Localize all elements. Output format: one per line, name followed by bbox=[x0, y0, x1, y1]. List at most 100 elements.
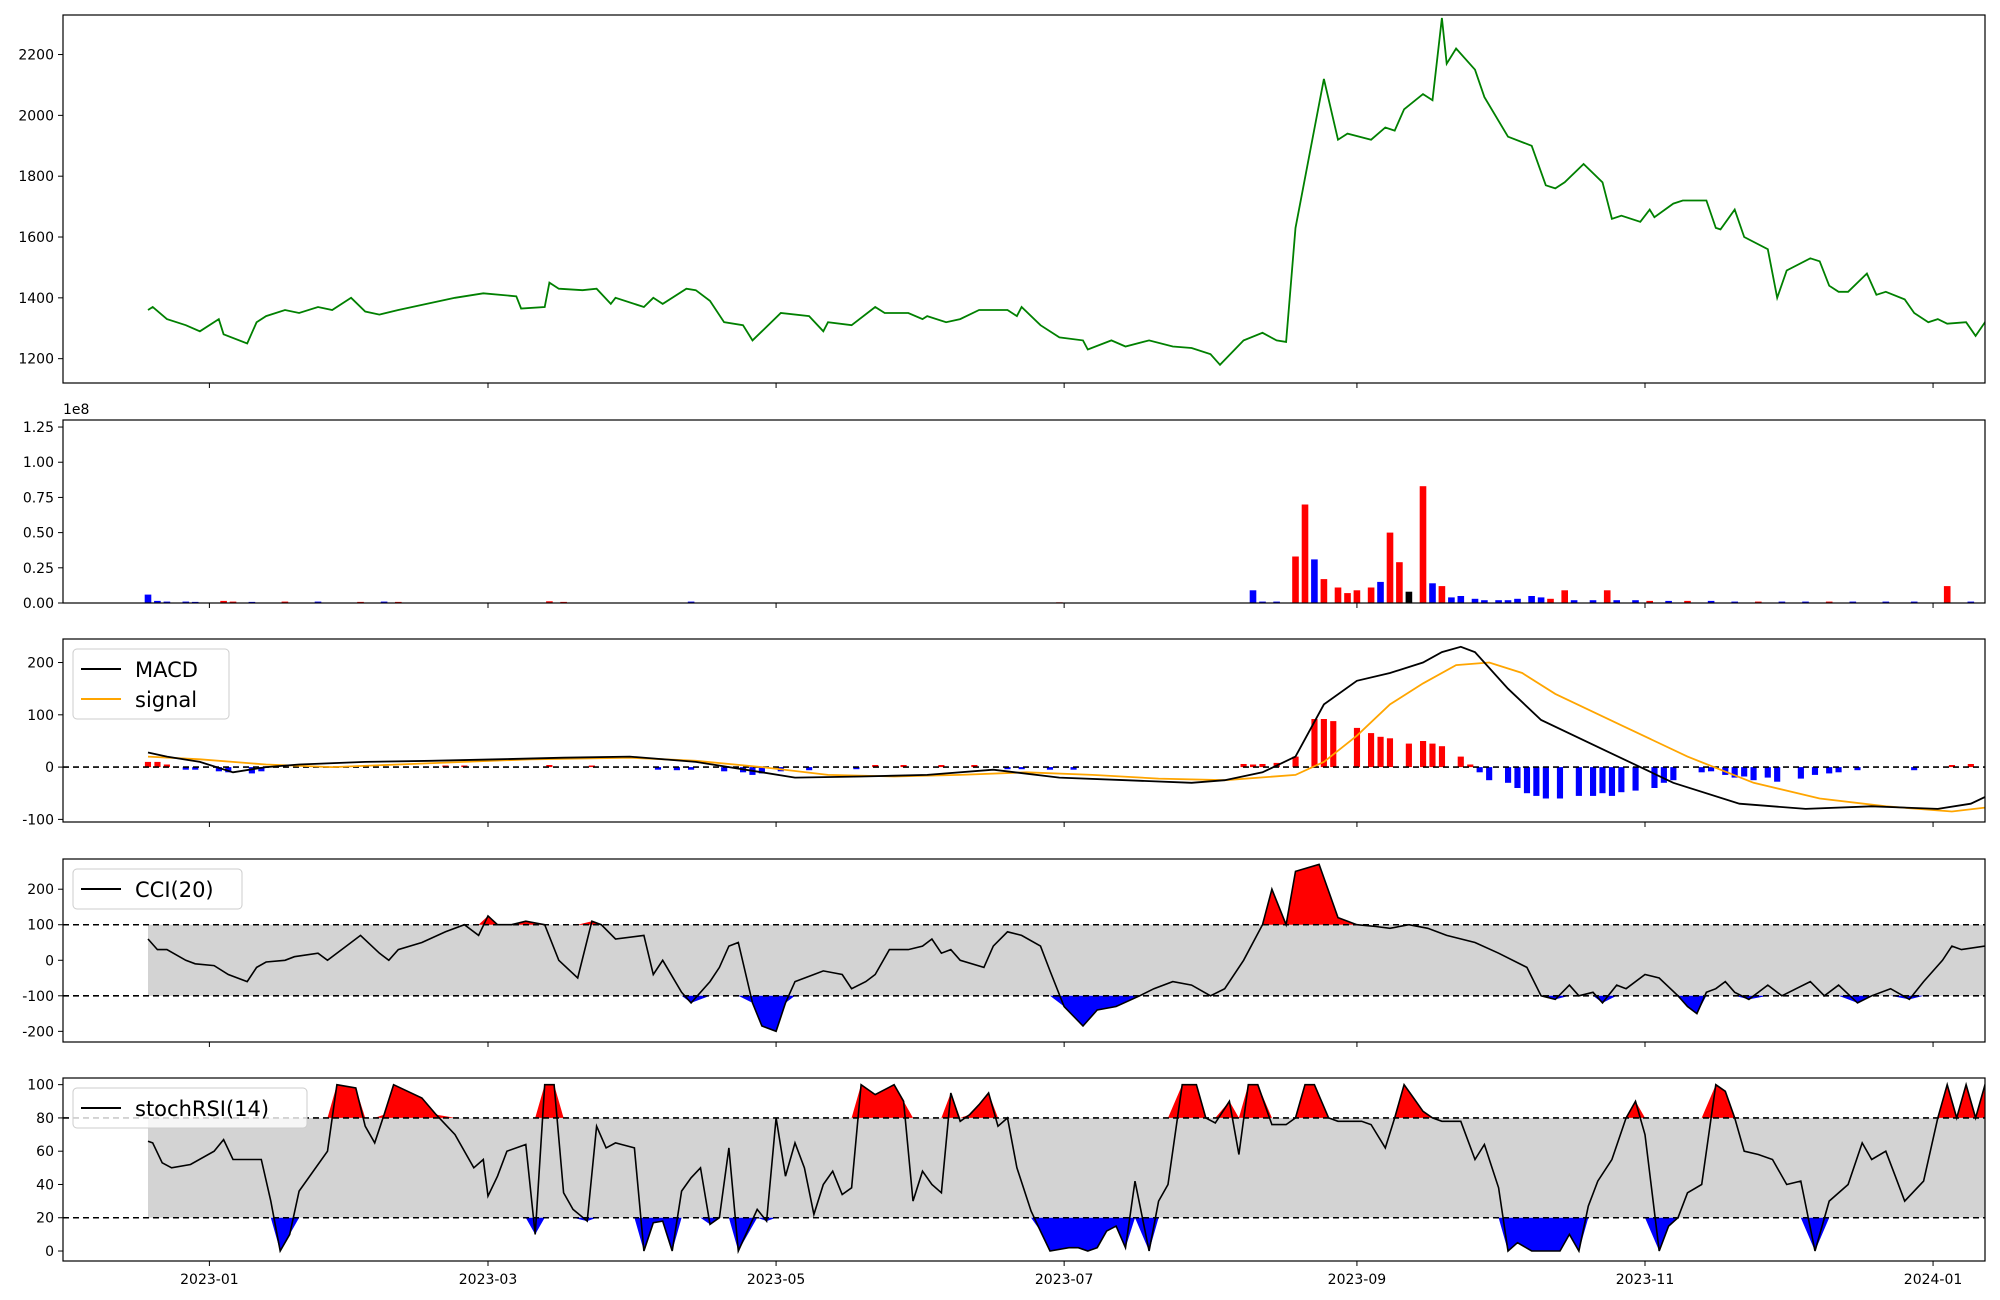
macd-histogram-bar bbox=[688, 767, 695, 770]
stochrsi-ytick-label: 80 bbox=[36, 1111, 54, 1127]
macd-histogram-bar bbox=[248, 767, 255, 774]
volume-bar bbox=[1603, 590, 1611, 603]
x-tick-label: 2023-11 bbox=[1616, 1272, 1675, 1288]
volume-bar bbox=[1731, 601, 1739, 603]
macd-histogram-bar bbox=[192, 767, 199, 770]
macd-legend-label: signal bbox=[135, 688, 197, 712]
macd-histogram-bar bbox=[758, 767, 765, 774]
volume-bar bbox=[144, 594, 152, 603]
stochrsi-neutral-band bbox=[148, 1117, 1985, 1218]
volume-bar bbox=[1311, 559, 1318, 603]
x-tick-label: 2023-01 bbox=[180, 1272, 239, 1288]
macd-histogram-bar bbox=[1556, 767, 1564, 799]
volume-bar bbox=[1481, 600, 1488, 603]
macd-histogram-bar bbox=[721, 767, 728, 772]
macd-histogram-bar bbox=[1405, 743, 1412, 768]
stochrsi-oversold-fill bbox=[148, 1217, 1985, 1251]
macd-histogram-bar bbox=[673, 767, 680, 771]
macd-histogram-bar bbox=[1948, 765, 1956, 768]
volume-ytick-label: 1.25 bbox=[23, 420, 54, 436]
volume-bar bbox=[1910, 601, 1918, 603]
volume-bar bbox=[1665, 600, 1672, 603]
macd-histogram-bar bbox=[144, 761, 152, 768]
x-tick-label: 2023-07 bbox=[1035, 1272, 1094, 1288]
price-ytick-label: 2000 bbox=[18, 108, 54, 124]
x-tick-label: 2024-01 bbox=[1904, 1272, 1963, 1288]
volume-bar bbox=[1292, 556, 1299, 603]
volume-bar bbox=[1419, 486, 1427, 603]
x-tick-label: 2023-09 bbox=[1328, 1272, 1387, 1288]
volume-ytick-label: 0.75 bbox=[23, 490, 54, 506]
macd-histogram-bar bbox=[1774, 767, 1781, 782]
volume-bar bbox=[1613, 600, 1621, 603]
macd-histogram-bar bbox=[1467, 764, 1474, 768]
volume-bar bbox=[1684, 600, 1691, 603]
volume-exponent-label: 1e8 bbox=[63, 402, 89, 418]
macd-histogram-bar bbox=[163, 764, 170, 768]
volume-bar bbox=[1707, 600, 1715, 603]
macd-histogram-bar bbox=[1967, 764, 1974, 768]
volume-bar bbox=[1537, 597, 1545, 603]
macd-ytick-label: 0 bbox=[45, 760, 54, 776]
macd-histogram-bar bbox=[1632, 767, 1639, 791]
volume-bar bbox=[281, 601, 289, 603]
macd-histogram-bar bbox=[546, 765, 553, 768]
volume-bar bbox=[1589, 600, 1597, 603]
cci-ytick-label: -200 bbox=[22, 1024, 54, 1040]
volume-bar bbox=[1457, 596, 1465, 603]
volume-bar bbox=[1249, 590, 1257, 603]
macd-histogram-bar bbox=[154, 761, 161, 768]
volume-bar bbox=[1320, 579, 1328, 603]
macd-histogram-bar bbox=[900, 765, 907, 768]
stochrsi-legend bbox=[72, 1087, 308, 1129]
macd-histogram-bar bbox=[1542, 767, 1549, 799]
macd-histogram-bar bbox=[654, 767, 662, 770]
price-ytick-label: 2200 bbox=[18, 48, 54, 64]
macd-histogram-bar bbox=[1476, 767, 1483, 773]
macd-legend bbox=[72, 648, 230, 720]
volume-bar bbox=[1755, 601, 1762, 603]
volume-bar bbox=[1429, 583, 1436, 603]
macd-histogram-bar bbox=[1797, 767, 1804, 779]
macd-histogram-bar bbox=[1618, 767, 1625, 793]
stochrsi-ytick-label: 60 bbox=[36, 1144, 54, 1160]
macd-histogram bbox=[144, 719, 1974, 799]
macd-histogram-bar bbox=[1741, 767, 1748, 777]
volume-bar bbox=[314, 601, 322, 603]
macd-histogram-bar bbox=[1575, 767, 1582, 796]
volume-panel: 0.00 0.25 0.50 0.75 1.00 1.25 1e8 bbox=[23, 402, 1986, 612]
volume-bar bbox=[1344, 593, 1351, 603]
macd-histogram-bar bbox=[1368, 733, 1375, 768]
volume-bar bbox=[1825, 601, 1833, 603]
macd-histogram-bar bbox=[1505, 767, 1512, 783]
macd-histogram-bar bbox=[1320, 719, 1327, 768]
macd-histogram-bar bbox=[1259, 764, 1266, 768]
macd-histogram-bar bbox=[1750, 767, 1757, 781]
macd-histogram-bar bbox=[1004, 767, 1011, 770]
macd-histogram-bar bbox=[1523, 767, 1531, 794]
macd-frame bbox=[62, 638, 1986, 823]
cci-fills bbox=[148, 864, 1985, 1032]
volume-bar bbox=[687, 601, 695, 603]
volume-bar bbox=[1273, 601, 1280, 603]
macd-histogram-bar bbox=[1486, 767, 1493, 781]
price-ytick-label: 1800 bbox=[18, 169, 54, 185]
volume-bar bbox=[1259, 601, 1266, 603]
macd-histogram-bar bbox=[215, 767, 222, 772]
macd-histogram-bar bbox=[1608, 767, 1616, 796]
volume-bar bbox=[1471, 598, 1479, 603]
macd-histogram-bar bbox=[1514, 767, 1521, 788]
macd-histogram-bar bbox=[588, 765, 595, 768]
macd-histogram-bar bbox=[1590, 767, 1597, 796]
volume-bar bbox=[1301, 504, 1309, 603]
volume-bar bbox=[1377, 581, 1384, 603]
macd-histogram-bar bbox=[1018, 767, 1025, 770]
volume-bar bbox=[1849, 601, 1857, 603]
price-line bbox=[147, 17, 1985, 367]
volume-bar bbox=[1632, 600, 1639, 603]
stochrsi-frame bbox=[62, 1077, 1986, 1262]
cci-line bbox=[147, 863, 1985, 1033]
macd-histogram-bar bbox=[1660, 767, 1667, 783]
cci-legend-label: CCI(20) bbox=[135, 878, 214, 902]
macd-histogram-bar bbox=[1250, 764, 1257, 768]
